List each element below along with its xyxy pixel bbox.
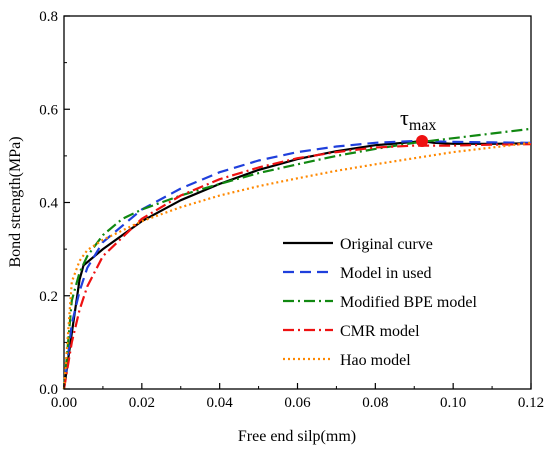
x-tick-label: 0.12 xyxy=(518,395,544,411)
y-tick-label: 0.8 xyxy=(39,9,58,25)
legend-label: Model in used xyxy=(340,265,432,282)
series-line-model-in-used xyxy=(62,139,532,390)
x-axis-title: Free end silp(mm) xyxy=(238,428,356,445)
x-tick-label: 0.08 xyxy=(362,395,388,411)
tau-symbol: τ xyxy=(400,105,409,130)
y-tick-label: 0.4 xyxy=(39,196,58,212)
y-axis-title: Bond strength(MPa) xyxy=(7,136,24,267)
x-tick-label: 0.04 xyxy=(207,395,234,411)
series-line-modified-bpe-model xyxy=(62,127,532,390)
tick-layer: 0.00 0.02 0.04 0.06 0.08 0.10 0.12 0.0 0.2 0.4 0.6… xyxy=(39,9,544,411)
x-tick-label: 0.00 xyxy=(51,395,77,411)
tau-subscript: max xyxy=(409,117,437,134)
y-tick-label: 0.2 xyxy=(39,289,58,305)
legend-label: CMR model xyxy=(340,323,420,340)
plot-frame xyxy=(63,15,532,390)
legend: Original curve Model in used Modified BPE … xyxy=(283,236,477,369)
x-tick-label: 0.06 xyxy=(284,395,311,411)
series-line-cmr-model xyxy=(62,143,532,390)
x-tick-label: 0.02 xyxy=(129,395,155,411)
legend-label: Hao model xyxy=(340,352,411,369)
tau-max-label: τmax xyxy=(400,105,436,134)
legend-label: Modified BPE model xyxy=(340,294,477,311)
y-tick-label: 0.0 xyxy=(39,382,58,398)
series-line-hao-model xyxy=(62,141,532,390)
tau-max-marker xyxy=(416,134,429,147)
series-layer xyxy=(62,127,532,390)
series-line-original-curve xyxy=(62,139,532,390)
plot-area: 0.00 0.02 0.04 0.06 0.08 0.10 0.12 0.0 0.2 0.4 0.6… xyxy=(39,9,544,411)
x-tick-label: 0.10 xyxy=(440,395,466,411)
y-tick-label: 0.6 xyxy=(39,102,58,118)
legend-label: Original curve xyxy=(340,236,433,253)
